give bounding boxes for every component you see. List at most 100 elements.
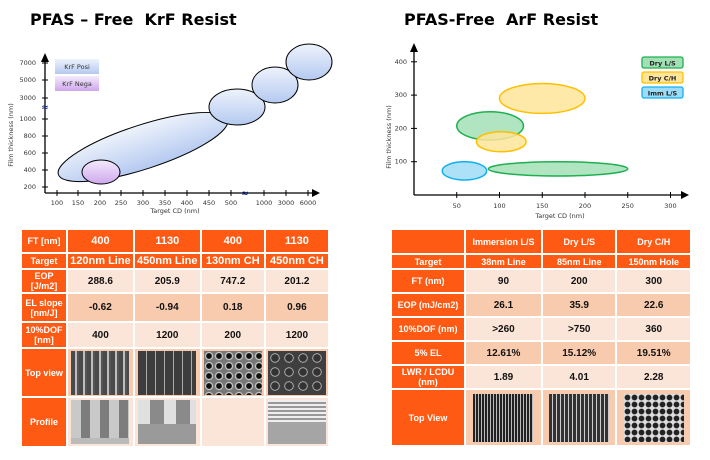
cell: 288.6 [68, 270, 133, 292]
krf-chart: 100 150 200 250 300 350 400 450 500 1000 3000 6000 7… [7, 43, 333, 215]
row-label: 5% EL [392, 342, 464, 364]
cell: 0.18 [201, 294, 264, 321]
region-ellipse [57, 111, 229, 183]
y-axis-arrow [410, 43, 418, 52]
cell: 19.51% [617, 342, 690, 364]
target-value: 450nm CH [265, 254, 328, 268]
x-tick-label: 250 [115, 199, 127, 207]
x-tick-label: 3000 [278, 199, 295, 207]
sem-profile-image [267, 400, 326, 444]
y-tick-label: 800 [24, 132, 36, 140]
y-axis-label: Film thickness (nm) [385, 105, 393, 169]
target-value: 130nm CH [201, 254, 264, 268]
cell: 22.6 [617, 294, 690, 316]
krf-table: FT [nm] 400 1130 400 1130 Target 120nm Line… [20, 228, 330, 448]
cell: -0.62 [68, 294, 133, 321]
ft-label: FT [nm] [22, 230, 66, 252]
sem-top-view-image [473, 393, 534, 442]
sem-top-view-image [71, 350, 130, 395]
x-tick-label: 150 [72, 199, 84, 207]
legend-swatch [55, 59, 99, 74]
sem-top-view-image [203, 350, 262, 395]
row-label: FT (nm) [392, 270, 464, 292]
arf-title: PFAS-Free ArF Resist [404, 10, 599, 29]
x-tick-label: 400 [181, 199, 193, 207]
legend-swatch [55, 76, 99, 91]
region-ellipse [498, 82, 586, 115]
row-label: LWR / LCDU (nm) [392, 366, 464, 388]
cell: 1.89 [466, 366, 541, 388]
legend-swatch [641, 86, 684, 99]
x-tick-label: 300 [137, 199, 149, 207]
sem-top-view-image [267, 350, 326, 395]
column-header: Dry L/S [542, 230, 616, 253]
y-axis-label: Film thickness (nm) [7, 103, 15, 167]
legend-label: KrF Nega [62, 80, 92, 88]
x-tick-label: 100 [51, 199, 63, 207]
x-tick-label: 50 [453, 202, 461, 210]
sem-top-view-image [138, 350, 197, 395]
top-view-label: Top View [392, 390, 464, 445]
region-ellipse [208, 88, 266, 126]
y-tick-label: 1000 [19, 115, 36, 123]
top-view-label: Top view [22, 349, 66, 396]
y-tick-label: 200 [395, 124, 407, 132]
region-ellipse [81, 159, 121, 185]
x-tick-label: 350 [159, 199, 171, 207]
cell: 200 [542, 270, 616, 292]
sem-profile-image [138, 400, 197, 444]
cell: 400 [68, 323, 133, 347]
cell: 26.1 [466, 294, 541, 316]
region-ellipse [251, 66, 299, 104]
y-tick-label: 100 [395, 158, 407, 166]
cell: 360 [617, 318, 690, 340]
axis-break-icon: ≈ [41, 103, 49, 113]
target-label: Target [392, 255, 464, 268]
arf-chart: 50 100 150 200 250 300 100 200 300 400 Target CD (… [385, 43, 689, 220]
cell: 747.2 [201, 270, 264, 292]
axis-break-icon: ≈ [241, 189, 249, 199]
x-tick-label: 500 [225, 199, 237, 207]
sem-profile-image [71, 400, 130, 444]
x-axis-label: Target CD (nm) [534, 212, 584, 220]
x-tick-label: 250 [622, 202, 634, 210]
ft-value: 1130 [134, 230, 200, 252]
cell: 300 [617, 270, 690, 292]
region-ellipse [285, 43, 333, 81]
cell: 15.12% [542, 342, 616, 364]
x-tick-label: 450 [203, 199, 215, 207]
cell: 1200 [265, 323, 328, 347]
target-label: Target [22, 254, 66, 268]
cell: 4.01 [542, 366, 616, 388]
legend-label: KrF Posi [64, 63, 90, 71]
region-ellipse [441, 160, 488, 181]
y-tick-label: 400 [24, 166, 36, 174]
y-tick-label: 3000 [19, 94, 36, 102]
column-header: Immersion L/S [466, 230, 541, 253]
row-label: 10%DOF [nm] [22, 323, 66, 347]
x-axis-label: Target CD (nm) [149, 207, 199, 215]
cell: 35.9 [542, 294, 616, 316]
y-tick-label: 7000 [19, 59, 36, 67]
row-label: EL slope [nm/J] [22, 294, 66, 321]
target-value: 120nm Line [68, 254, 133, 268]
cell: 200 [201, 323, 264, 347]
region-ellipse [487, 160, 629, 177]
sem-top-view-image [549, 393, 610, 442]
cell: >260 [466, 318, 541, 340]
y-tick-label: 600 [24, 149, 36, 157]
y-tick-label: 200 [24, 183, 36, 191]
cell: -0.94 [134, 294, 200, 321]
legend-swatch [641, 56, 684, 69]
x-axis-arrow [681, 191, 689, 199]
y-tick-label: 400 [395, 58, 407, 66]
krf-title: PFAS – Free KrF Resist [30, 10, 237, 29]
x-tick-label: 150 [536, 202, 548, 210]
cell: 1200 [134, 323, 200, 347]
column-header: Dry C/H [617, 230, 690, 253]
x-tick-label: 300 [664, 202, 676, 210]
x-tick-label: 6000 [300, 199, 317, 207]
sem-top-view-image [623, 393, 684, 442]
profile-label: Profile [22, 398, 66, 446]
ft-value: 400 [68, 230, 133, 252]
